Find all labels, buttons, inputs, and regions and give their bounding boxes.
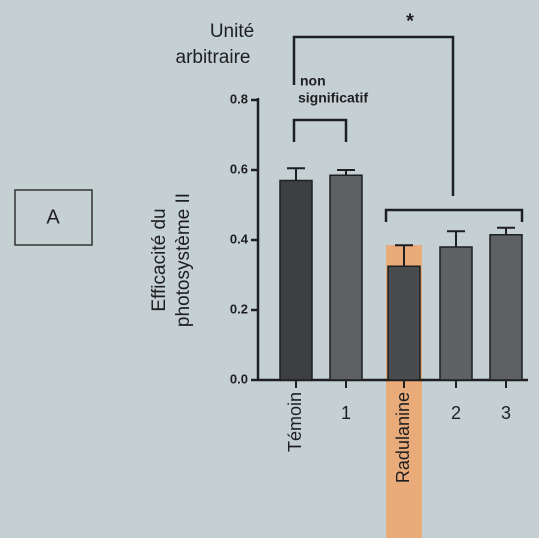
x-tick-label: Radulanine (393, 392, 413, 483)
ns-bracket (292, 118, 348, 142)
x-tick-label: 1 (341, 403, 351, 423)
y-tick-label: 0.0 (230, 371, 248, 386)
unit-label: Unité (210, 21, 254, 42)
annotation: significatif (298, 90, 368, 106)
bar (489, 234, 523, 381)
x-tick-label: Témoin (285, 392, 305, 452)
x-tick-label: 3 (501, 403, 511, 423)
y-axis-label: photosystème II (173, 193, 194, 327)
unit-label: arbitraire (176, 47, 251, 68)
star-bracket (292, 35, 455, 196)
group-bracket (384, 208, 524, 222)
y-tick-label: 0.8 (230, 91, 248, 106)
x-tick-label: 2 (451, 403, 461, 423)
panel-box (14, 189, 93, 246)
bar (439, 246, 473, 381)
y-tick-label: 0.6 (230, 161, 248, 176)
y-tick-label: 0.4 (230, 231, 249, 246)
y-tick-label: 0.2 (230, 301, 248, 316)
annotation: * (406, 10, 414, 32)
annotation: non (300, 73, 326, 89)
y-axis-label: Efficacité du (149, 208, 170, 311)
bar (387, 265, 421, 381)
bar (279, 179, 313, 381)
brackets (292, 35, 524, 222)
panel-label: A (46, 206, 60, 228)
bar (329, 174, 363, 381)
